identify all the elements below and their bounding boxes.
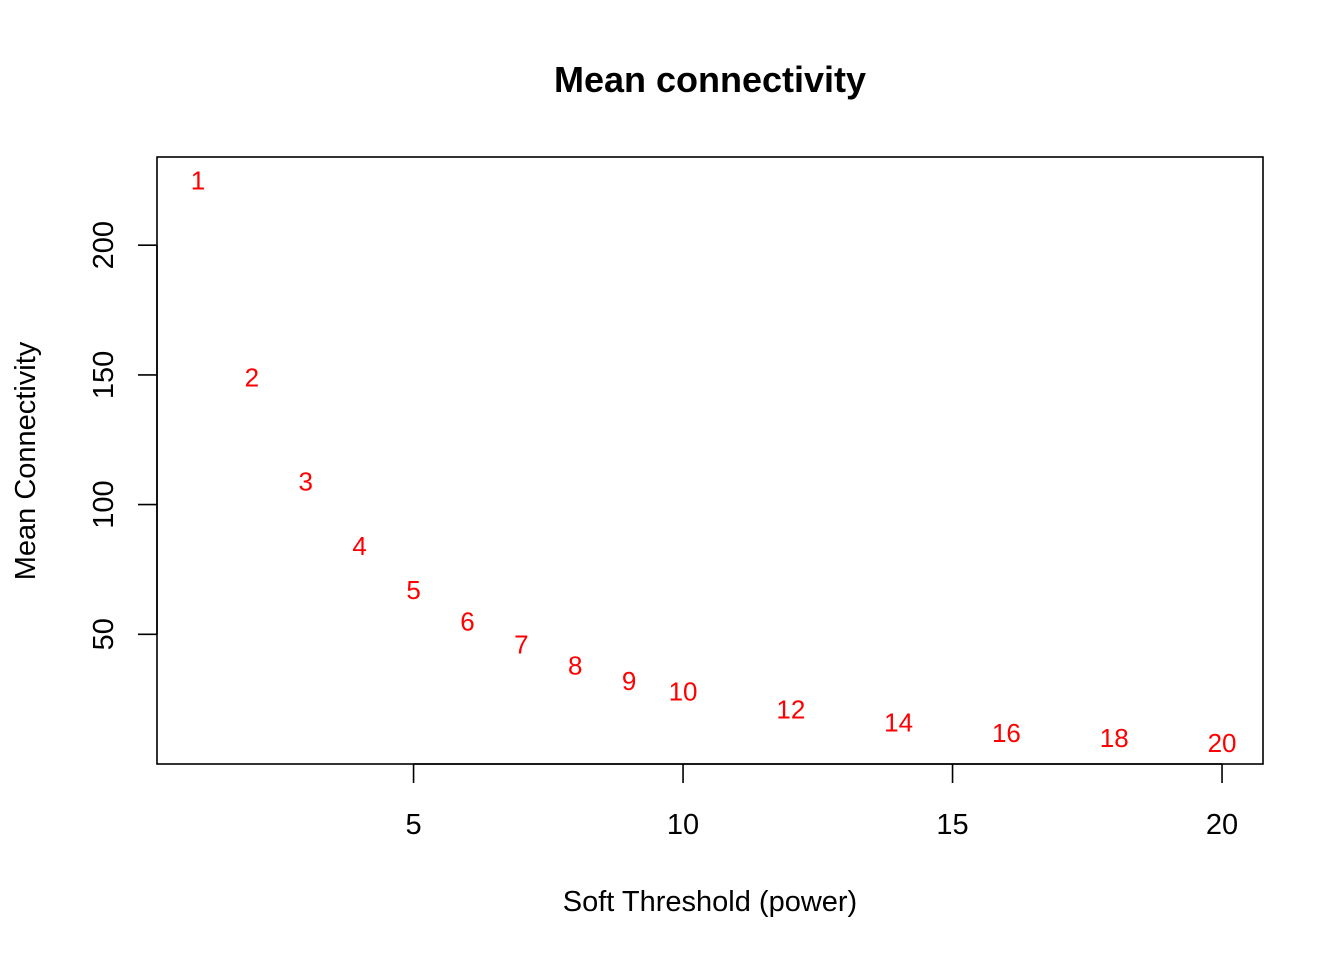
x-tick-label: 10: [667, 809, 699, 841]
data-point-label: 1: [191, 165, 205, 195]
y-tick-label: 200: [88, 221, 120, 269]
y-axis: 50 100 150 200: [88, 221, 158, 650]
data-point-label: 18: [1100, 723, 1129, 753]
data-point-label: 7: [514, 630, 528, 660]
plot-frame: [156, 156, 1264, 765]
data-point-label: 2: [245, 362, 259, 392]
x-axis-label: Soft Threshold (power): [563, 886, 857, 918]
data-point-label: 4: [352, 531, 366, 561]
data-point-label: 20: [1208, 728, 1237, 758]
x-tick-label: 5: [405, 809, 421, 841]
data-point-label: 12: [776, 695, 805, 725]
data-point-label: 8: [568, 650, 582, 680]
y-tick-label: 100: [88, 480, 120, 528]
x-tick-label: 15: [936, 809, 968, 841]
data-point-label: 10: [669, 676, 698, 706]
y-axis-label: Mean Connectivity: [10, 341, 42, 580]
y-tick-label: 50: [88, 618, 120, 650]
y-tick-label: 150: [88, 351, 120, 399]
data-point-label: 16: [992, 718, 1021, 748]
data-point-label: 6: [460, 606, 474, 636]
x-tick-label: 20: [1206, 809, 1238, 841]
data-point-label: 14: [884, 707, 913, 737]
data-point-label: 3: [299, 466, 313, 496]
data-point-label: 9: [622, 666, 636, 696]
x-axis: 5 10 15 20: [405, 763, 1238, 841]
data-point-label: 5: [406, 575, 420, 605]
chart-title: Mean connectivity: [554, 59, 866, 100]
